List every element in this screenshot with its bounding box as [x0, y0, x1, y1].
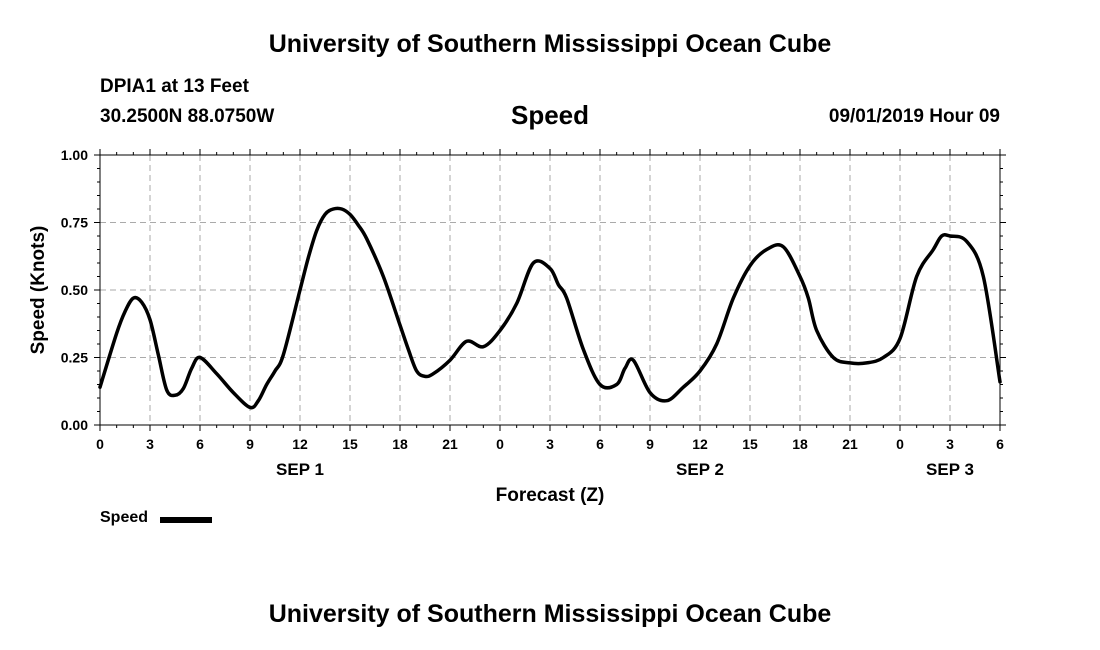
x-tick-label: 6: [596, 436, 604, 452]
y-axis-title: Speed (Knots): [28, 226, 49, 355]
x-tick-label: 6: [196, 436, 204, 452]
date-label: SEP 2: [676, 460, 724, 479]
series-line-speed: [98, 206, 1002, 410]
y-tick-label: 0.75: [61, 215, 88, 231]
y-tick-label: 0.25: [61, 350, 88, 366]
date-label: SEP 1: [276, 460, 324, 479]
forecast-datetime: 09/01/2019 Hour 09: [828, 106, 1000, 127]
station-label: DPIA1 at 13 Feet: [100, 76, 249, 97]
speed-chart: 0 3 6 9 12 15 18 21 0 3 6 9 12 15 18 21 0 3 6 0.00 0.25 0.50 0…: [28, 147, 1006, 506]
legend-label: Speed: [100, 509, 149, 526]
x-axis-title: Forecast (Z): [496, 485, 605, 506]
x-tick-label: 21: [842, 436, 858, 452]
x-tick-label: 0: [896, 436, 904, 452]
x-tick-label: 3: [146, 436, 154, 452]
x-tick-label: 9: [646, 436, 654, 452]
y-tick-label: 0.50: [61, 282, 88, 298]
x-tick-label: 0: [496, 436, 504, 452]
footer-title: University of Southern Mississippi Ocean…: [268, 600, 832, 628]
x-tick-label: 12: [692, 436, 708, 452]
x-tick-label: 15: [342, 436, 358, 452]
x-tick-label: 18: [392, 436, 408, 452]
y-tick-label: 0.00: [61, 417, 88, 433]
x-tick-label: 6: [996, 436, 1004, 452]
chart-title: Speed: [510, 100, 590, 130]
x-tick-label: 3: [946, 436, 954, 452]
page-title: University of Southern Mississippi Ocean…: [268, 30, 832, 58]
coordinates-label: 30.2500N 88.0750W: [100, 106, 275, 127]
date-label: SEP 3: [926, 460, 974, 479]
x-tick-label: 18: [792, 436, 808, 452]
x-tick-label: 9: [246, 436, 254, 452]
x-tick-label: 3: [546, 436, 554, 452]
x-tick-label: 15: [742, 436, 758, 452]
x-tick-label: 0: [96, 436, 104, 452]
x-tick-label: 12: [292, 436, 308, 452]
legend-swatch: [160, 517, 212, 523]
y-tick-label: 1.00: [61, 147, 88, 163]
x-tick-label: 21: [442, 436, 458, 452]
